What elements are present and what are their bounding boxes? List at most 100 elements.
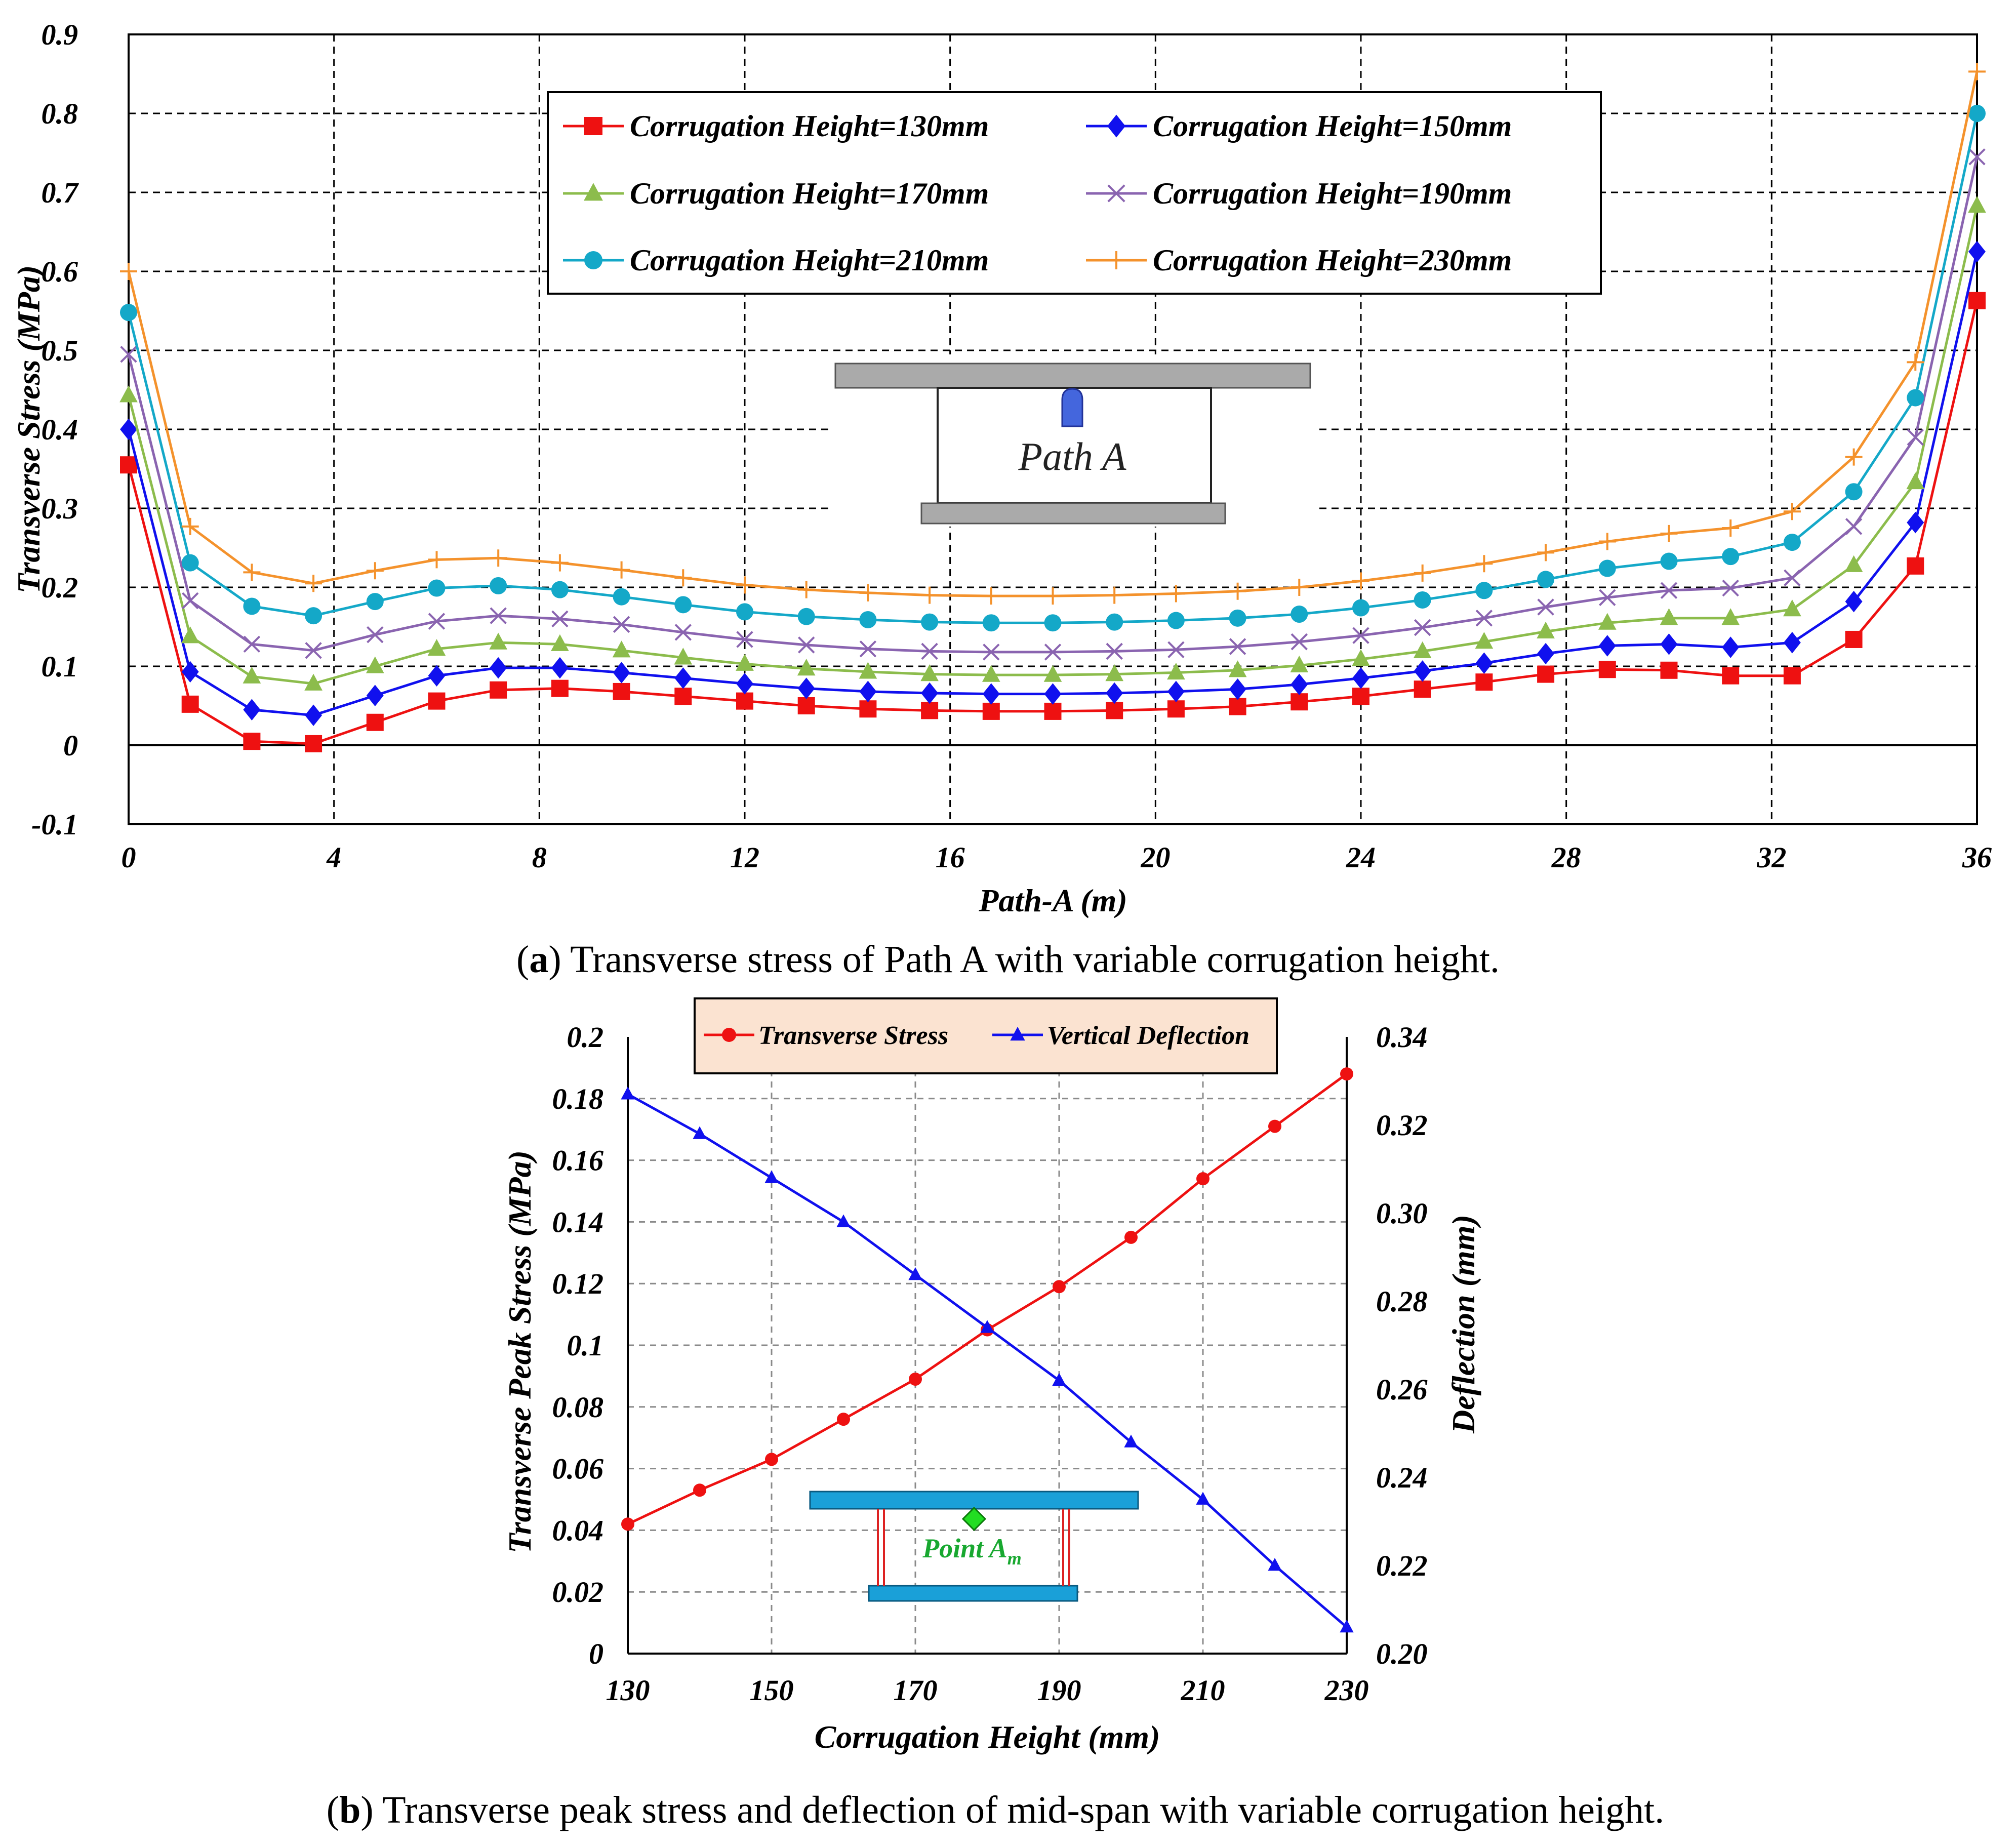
top-plate bbox=[809, 1491, 1139, 1510]
chart-a-data-point bbox=[613, 662, 630, 684]
chart-a-data-point bbox=[1475, 652, 1493, 674]
chart-a-data-point bbox=[120, 263, 137, 280]
chart-a-data-point bbox=[613, 561, 630, 579]
chart-a-data-point bbox=[1291, 673, 1308, 696]
path-a-inset-label: Path A bbox=[1018, 434, 1126, 478]
chart-b-data-point bbox=[1340, 1067, 1353, 1081]
chart-a-legend-label: Corrugation Height=190mm bbox=[1153, 177, 1512, 210]
chart-a-x-tick-label: 20 bbox=[1140, 841, 1170, 874]
chart-a-data-point bbox=[1537, 621, 1555, 638]
path-a-marker-icon bbox=[1061, 388, 1083, 427]
chart-a-data-point bbox=[674, 648, 693, 665]
chart-a-data-point bbox=[1106, 682, 1123, 704]
chart-a-series-4 bbox=[120, 105, 1986, 632]
chart-a-data-point bbox=[490, 681, 507, 699]
chart-a-data-point bbox=[797, 659, 816, 676]
chart-b-legend-marker bbox=[722, 1028, 736, 1042]
chart-a-data-point bbox=[1598, 533, 1616, 550]
chart-a-data-point bbox=[305, 607, 322, 625]
chart-a-y-tick-label: 0.9 bbox=[42, 18, 78, 51]
chart-b-data-point bbox=[908, 1267, 922, 1280]
chart-b-series bbox=[621, 1067, 1354, 1633]
chart-a-data-point bbox=[305, 575, 322, 592]
chart-a-data-point bbox=[1352, 667, 1369, 689]
chart-a-data-point bbox=[1044, 683, 1062, 705]
path-a-inset: Path A bbox=[830, 354, 1316, 527]
chart-a-legend-label: Corrugation Height=150mm bbox=[1153, 109, 1512, 143]
chart-b-legend-label: Transverse Stress bbox=[758, 1021, 948, 1050]
chart-a-data-point bbox=[1229, 609, 1246, 627]
chart-b-data-point bbox=[836, 1214, 851, 1227]
chart-a-data-point bbox=[1598, 635, 1616, 657]
chart-a-data-point bbox=[1968, 240, 1986, 263]
chart-a-data-point bbox=[428, 692, 446, 710]
chart-b-data-point bbox=[1124, 1230, 1138, 1244]
chart-a-data-point bbox=[859, 662, 877, 679]
chart-b-x-tick-label: 230 bbox=[1324, 1674, 1369, 1707]
chart-a-data-point bbox=[1537, 544, 1555, 561]
chart-a-data-point bbox=[1722, 519, 1740, 537]
point-am-inset: Point Am bbox=[809, 1491, 1139, 1602]
chart-a-data-point bbox=[797, 677, 815, 699]
chart-a-legend: Corrugation Height=130mm Corrugation Heig… bbox=[547, 91, 1602, 295]
chart-a-data-point bbox=[119, 385, 138, 403]
chart-a-data-point bbox=[1783, 503, 1801, 520]
chart-a-data-point bbox=[1414, 660, 1431, 682]
chart-a-data-point bbox=[1352, 688, 1369, 705]
chart-a-data-point bbox=[551, 634, 569, 651]
chart-a: 0 4 8 12 16 20 24 28 32 36 0.9 0.8 0.7 0.6 0.5 0.4 0.3 0.… bbox=[11, 18, 1992, 981]
chart-a-data-point bbox=[674, 596, 692, 614]
chart-a-data-point bbox=[366, 713, 384, 731]
chart-a-data-point bbox=[1660, 608, 1678, 625]
chart-a-y-tick-label: -0.1 bbox=[31, 808, 78, 841]
chart-a-caption-text: Transverse stress of Path A with variabl… bbox=[570, 938, 1500, 981]
chart-a-series bbox=[119, 63, 1986, 752]
chart-a-data-point bbox=[1352, 649, 1370, 666]
chart-b-y-tick-label: 0.14 bbox=[552, 1206, 604, 1238]
chart-a-data-point bbox=[1783, 667, 1801, 685]
chart-a-data-point bbox=[1907, 511, 1924, 534]
chart-b-x-tick-label: 130 bbox=[606, 1674, 650, 1707]
chart-b-caption-text: Transverse peak stress and deflection of… bbox=[382, 1789, 1664, 1831]
chart-a-data-point bbox=[181, 592, 199, 610]
chart-a-data-point bbox=[1598, 613, 1617, 630]
chart-a-data-point bbox=[1598, 559, 1616, 577]
chart-a-data-point bbox=[551, 610, 569, 628]
chart-a-data-point bbox=[1907, 353, 1924, 371]
chart-a-data-point bbox=[181, 661, 199, 683]
chart-a-data-point bbox=[736, 631, 753, 648]
chart-a-data-point bbox=[1229, 678, 1246, 700]
chart-a-data-point bbox=[1167, 700, 1185, 718]
chart-a-data-point bbox=[921, 613, 939, 631]
chart-a-data-point bbox=[1229, 582, 1246, 600]
chart-b-y-tick-label: 0.2 bbox=[567, 1021, 604, 1054]
chart-a-data-point bbox=[1228, 660, 1247, 677]
chart-a-data-point bbox=[859, 584, 877, 601]
chart-a-legend-label: Corrugation Height=210mm bbox=[630, 244, 989, 277]
chart-a-data-point bbox=[551, 581, 569, 598]
chart-a-data-point bbox=[1106, 613, 1123, 631]
chart-a-data-point bbox=[1043, 665, 1062, 682]
chart-a-data-point bbox=[859, 680, 877, 703]
chart-a-data-point bbox=[243, 597, 261, 615]
chart-a-data-point bbox=[1968, 63, 1986, 81]
chart-b-y2-tick-label: 0.28 bbox=[1376, 1285, 1428, 1318]
chart-a-legend-marker bbox=[584, 117, 602, 135]
chart-a-data-point bbox=[1044, 644, 1062, 661]
chart-a-x-tick-label: 24 bbox=[1346, 841, 1376, 874]
chart-a-data-point bbox=[1044, 702, 1062, 720]
chart-a-data-point bbox=[1537, 642, 1555, 665]
chart-a-data-point bbox=[1291, 633, 1308, 651]
chart-b-y-axis-title: Transverse Peak Stress (MPa) bbox=[502, 1150, 538, 1553]
chart-b-y-tick-label: 0.1 bbox=[567, 1329, 604, 1362]
chart-a-data-point bbox=[613, 682, 630, 700]
chart-b-data-point bbox=[1124, 1434, 1138, 1448]
point-am-label: Point Am bbox=[922, 1533, 1022, 1569]
chart-a-data-point bbox=[490, 607, 507, 624]
chart-a-x-tick-label: 4 bbox=[326, 841, 341, 874]
chart-a-data-point bbox=[1291, 606, 1308, 623]
chart-a-data-point bbox=[1968, 292, 1986, 309]
chart-a-data-point bbox=[859, 700, 877, 718]
chart-b-x-tick-label: 210 bbox=[1181, 1674, 1225, 1707]
chart-a-data-point bbox=[243, 733, 261, 750]
